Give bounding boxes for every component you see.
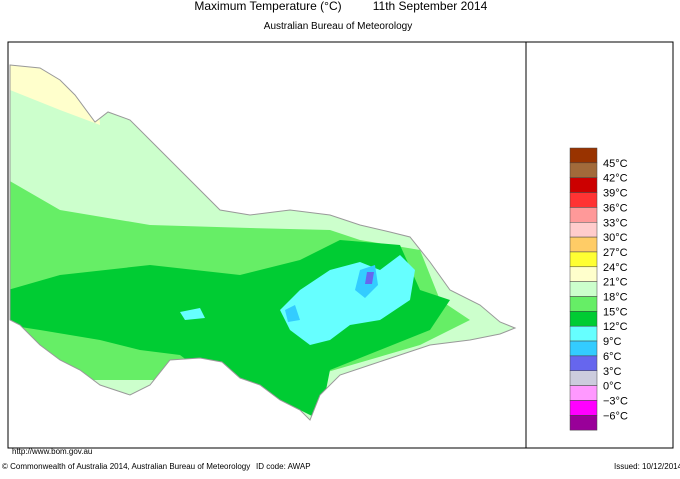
legend-label: 6°C xyxy=(603,351,622,363)
legend-label: 45°C xyxy=(603,158,628,170)
copyright: © Commonwealth of Australia 2014, Austra… xyxy=(2,462,250,471)
legend-swatch xyxy=(569,192,598,208)
legend-label: −6°C xyxy=(603,410,628,422)
legend-swatch xyxy=(569,400,598,416)
legend: 45°C 42°C 39°C 36°C 33°C 30°C 27°C 24°C 21°C 18°C… xyxy=(569,147,628,431)
legend-swatch xyxy=(569,415,598,431)
legend-swatch xyxy=(569,266,598,282)
issued: Issued: 10/12/2014 xyxy=(614,462,680,471)
legend-label: 15°C xyxy=(603,306,628,318)
legend-swatch xyxy=(569,236,598,253)
legend-label: 9°C xyxy=(603,336,622,348)
legend-swatch xyxy=(569,222,598,238)
legend-label: 12°C xyxy=(603,321,628,333)
legend-swatch xyxy=(569,281,598,297)
legend-label: 18°C xyxy=(603,292,628,304)
legend-label: 27°C xyxy=(603,247,628,259)
id-code: ID code: AWAP xyxy=(256,462,311,471)
legend-label: 30°C xyxy=(603,232,628,244)
legend-swatch xyxy=(569,162,598,178)
legend-label: 3°C xyxy=(603,366,622,378)
temperature-map xyxy=(10,65,515,420)
legend-swatch xyxy=(569,251,598,268)
legend-swatch xyxy=(569,325,598,342)
legend-frame xyxy=(525,41,674,449)
legend-swatch xyxy=(569,340,598,357)
legend-swatch xyxy=(569,311,598,327)
legend-label: 36°C xyxy=(603,202,628,214)
legend-label: 42°C xyxy=(603,173,628,185)
legend-label: 33°C xyxy=(603,217,628,229)
title: Maximum Temperature (°C) xyxy=(194,0,341,13)
legend-swatch xyxy=(569,296,598,312)
date: 11th September 2014 xyxy=(373,0,488,13)
legend-swatch xyxy=(569,355,598,371)
legend-swatch xyxy=(569,207,598,223)
legend-label: 39°C xyxy=(603,188,628,200)
legend-label: −3°C xyxy=(603,395,628,407)
legend-swatch xyxy=(569,385,598,401)
url: http://www.bom.gov.au xyxy=(12,447,92,456)
legend-swatch xyxy=(569,147,598,164)
legend-swatch xyxy=(569,177,598,193)
legend-swatch xyxy=(569,370,598,386)
legend-label: 21°C xyxy=(603,277,628,289)
legend-label: 24°C xyxy=(603,262,628,274)
subtitle: Australian Bureau of Meteorology xyxy=(264,21,412,32)
legend-label: 0°C xyxy=(603,381,622,393)
